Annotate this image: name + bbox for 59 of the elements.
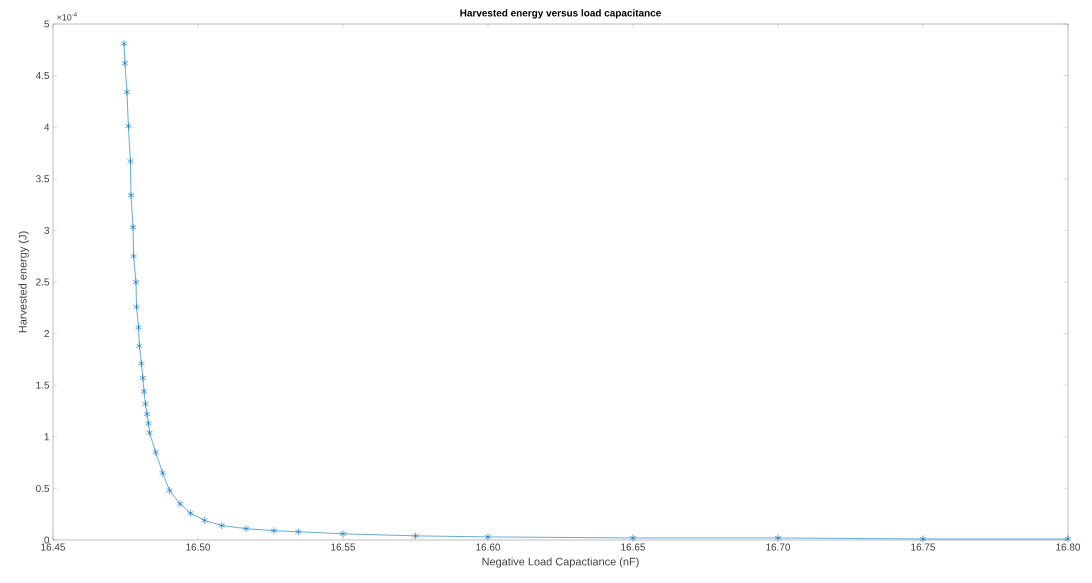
point: [201, 516, 208, 525]
point: [146, 428, 153, 437]
point: [218, 521, 226, 530]
point: [1064, 535, 1072, 543]
point: [121, 59, 129, 68]
x-tick-label: 16.45: [41, 543, 66, 551]
y-tick-label: 5: [44, 20, 50, 28]
point: [187, 509, 194, 517]
y-tick-label: 0: [44, 536, 50, 544]
point: [152, 448, 159, 457]
y-axis-title: Harvested energy (J): [18, 231, 29, 333]
point: [774, 534, 782, 542]
point: [145, 419, 152, 428]
point: [138, 359, 145, 368]
text: ×10$^{-4}$: [57, 12, 77, 21]
point: [125, 122, 132, 130]
point: [919, 535, 927, 543]
point: [142, 399, 149, 408]
point: [132, 278, 140, 286]
point: [130, 252, 137, 260]
point: [140, 387, 148, 396]
point: [270, 526, 278, 535]
y-tick-label: 4.5: [35, 72, 50, 80]
y-tick-label: 2: [44, 330, 49, 338]
x-tick-label: 16.70: [766, 543, 791, 551]
point: [629, 534, 637, 542]
point: [133, 302, 140, 311]
y-tick-label: 0.5: [36, 484, 50, 492]
point: [129, 223, 137, 232]
point: [123, 88, 131, 96]
point: [127, 191, 135, 200]
x-tick-label: 16.55: [331, 543, 356, 551]
point: [120, 39, 128, 48]
point: [135, 323, 142, 332]
point: [127, 157, 134, 166]
point: [484, 533, 492, 541]
point: [412, 532, 419, 540]
chart-title: Harvested energy versus load capacitance: [460, 9, 661, 19]
y-tick-label: 1.5: [36, 381, 50, 389]
point: [176, 500, 184, 508]
point: [295, 527, 302, 536]
x-tick-label: 16.75: [911, 543, 936, 551]
y-tick-label: 4: [44, 123, 50, 131]
x-axis-title: Negative Load Capactiance (nF): [482, 557, 639, 568]
point: [143, 410, 151, 418]
point: [166, 486, 173, 495]
y-tick-label: 2.5: [36, 278, 50, 286]
y-tick-label: 3: [44, 226, 50, 234]
point: [159, 469, 166, 477]
point: [242, 524, 250, 533]
x-tick-label: 16.65: [621, 543, 646, 551]
x-tick-label: 16.60: [476, 543, 501, 551]
x-tick-label: 16.50: [186, 543, 211, 551]
y-tick-label: 1: [44, 433, 49, 441]
point: [139, 374, 147, 382]
x-tick-label: 16.80: [1056, 543, 1081, 551]
y-tick-label: 3.5: [36, 175, 50, 183]
point: [339, 530, 347, 538]
point: [136, 342, 143, 350]
